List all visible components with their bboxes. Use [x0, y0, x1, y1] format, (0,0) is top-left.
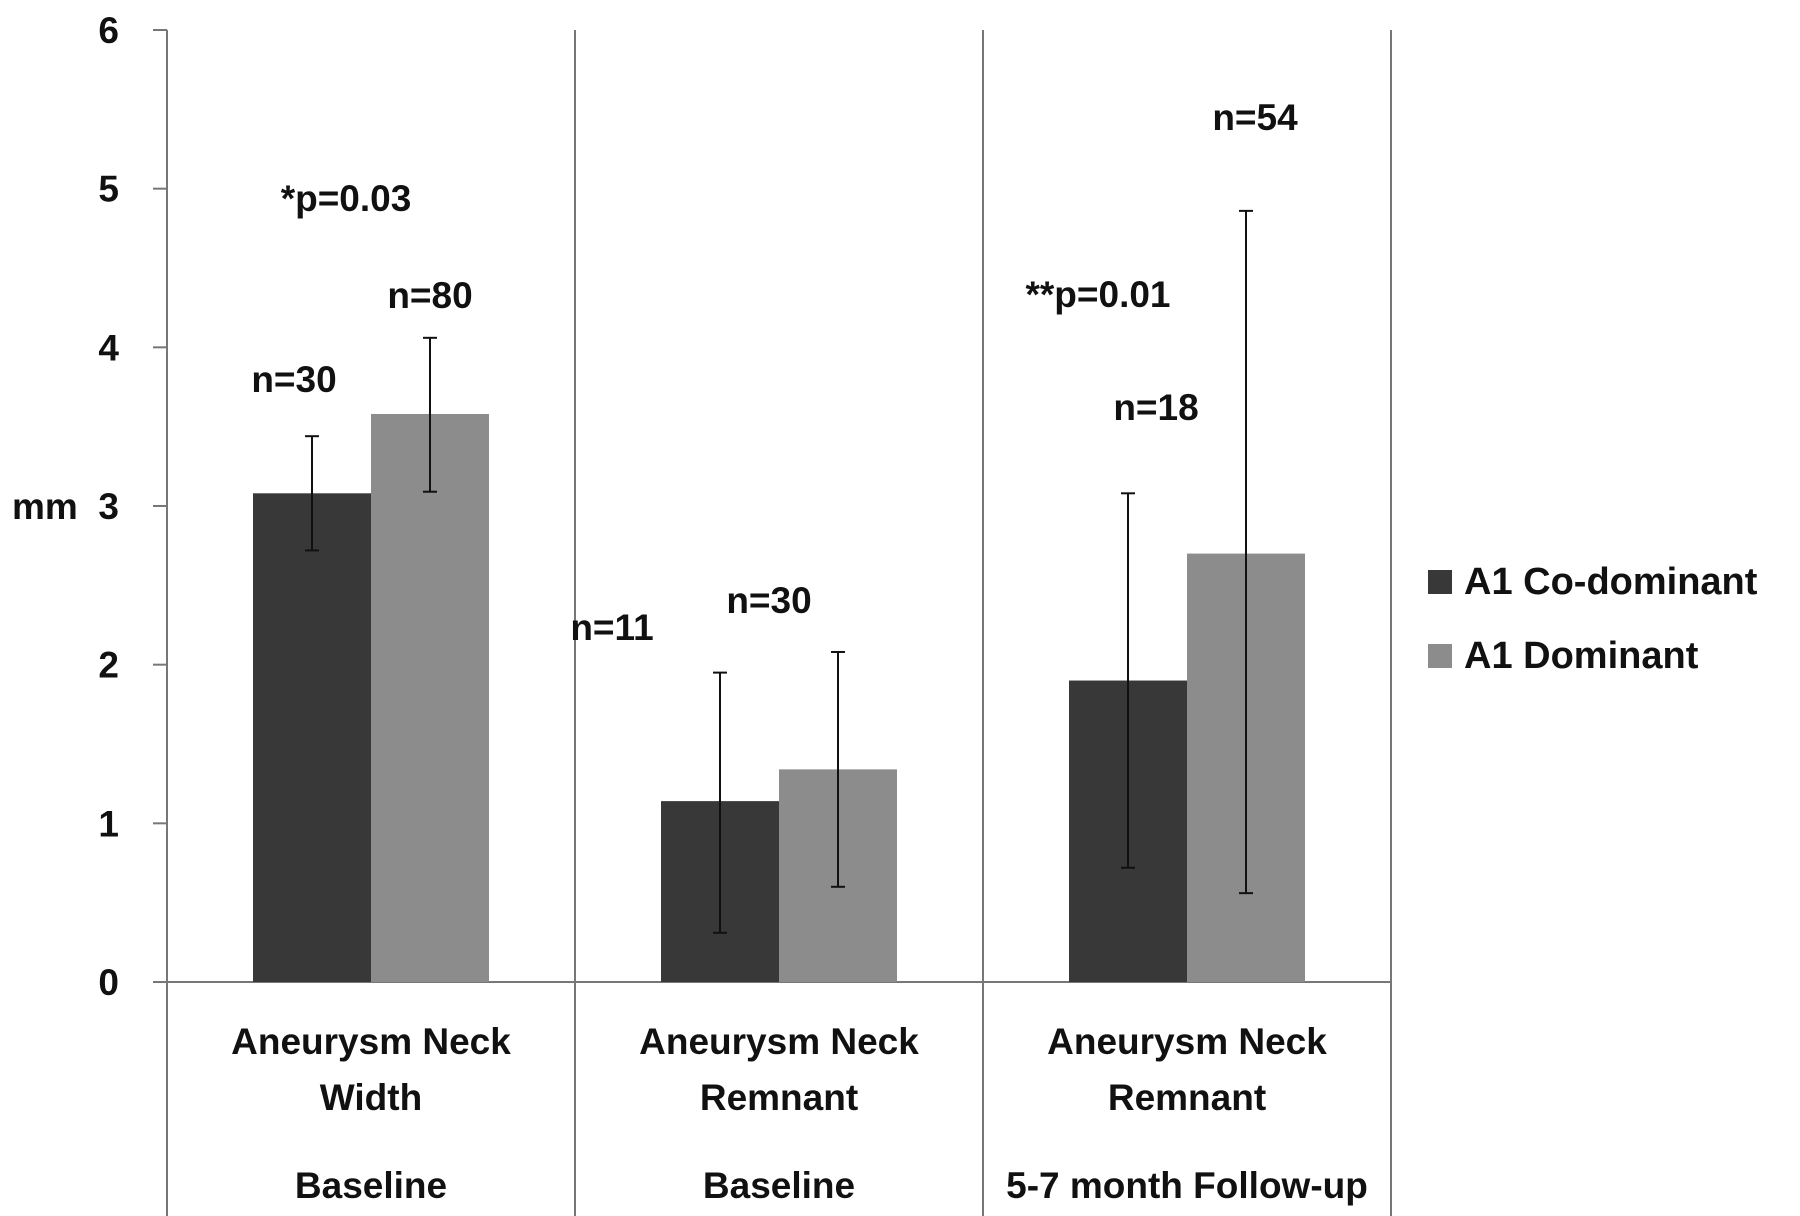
- y-tick-label: 5: [98, 169, 119, 210]
- y-tick-label: 0: [98, 962, 119, 1003]
- y-tick-label: 6: [98, 10, 119, 51]
- category-label-line2: Width: [320, 1077, 422, 1118]
- category-label-line1: Aneurysm Neck: [1047, 1021, 1327, 1062]
- legend-swatch-codominant: [1428, 570, 1452, 594]
- n-label: n=30: [726, 580, 811, 621]
- n-label: n=80: [387, 275, 472, 316]
- legend-swatch-dominant: [1428, 644, 1452, 668]
- legend-label-dominant: A1 Dominant: [1464, 634, 1699, 677]
- y-tick-label: 1: [98, 803, 119, 844]
- y-axis-label: mm: [12, 486, 78, 527]
- category-label-line2: Remnant: [1108, 1077, 1266, 1118]
- y-tick-label: 2: [98, 645, 119, 686]
- legend-label-codominant: A1 Co-dominant: [1464, 560, 1758, 603]
- category-timepoint-label: Baseline: [703, 1165, 855, 1206]
- p-value-annotation: **p=0.01: [1025, 274, 1170, 315]
- category-label-line1: Aneurysm Neck: [231, 1021, 511, 1062]
- n-label: n=30: [251, 359, 336, 400]
- n-label: n=54: [1212, 97, 1298, 138]
- bar: [371, 413, 489, 982]
- n-label: n=11: [570, 607, 653, 648]
- category-timepoint-label: Baseline: [295, 1165, 447, 1206]
- bar: [253, 493, 371, 982]
- y-tick-label: 3: [98, 486, 119, 527]
- category-label-line2: Remnant: [700, 1077, 858, 1118]
- category-timepoint-label: 5-7 month Follow-up: [1006, 1165, 1368, 1206]
- n-label: n=18: [1113, 387, 1198, 428]
- p-value-annotation: *p=0.03: [281, 178, 412, 219]
- legend: A1 Co-dominant A1 Dominant: [1428, 545, 1757, 693]
- y-tick-label: 4: [98, 327, 119, 368]
- category-label-line1: Aneurysm Neck: [639, 1021, 919, 1062]
- legend-item-codominant: A1 Co-dominant: [1428, 545, 1757, 619]
- legend-item-dominant: A1 Dominant: [1428, 619, 1757, 693]
